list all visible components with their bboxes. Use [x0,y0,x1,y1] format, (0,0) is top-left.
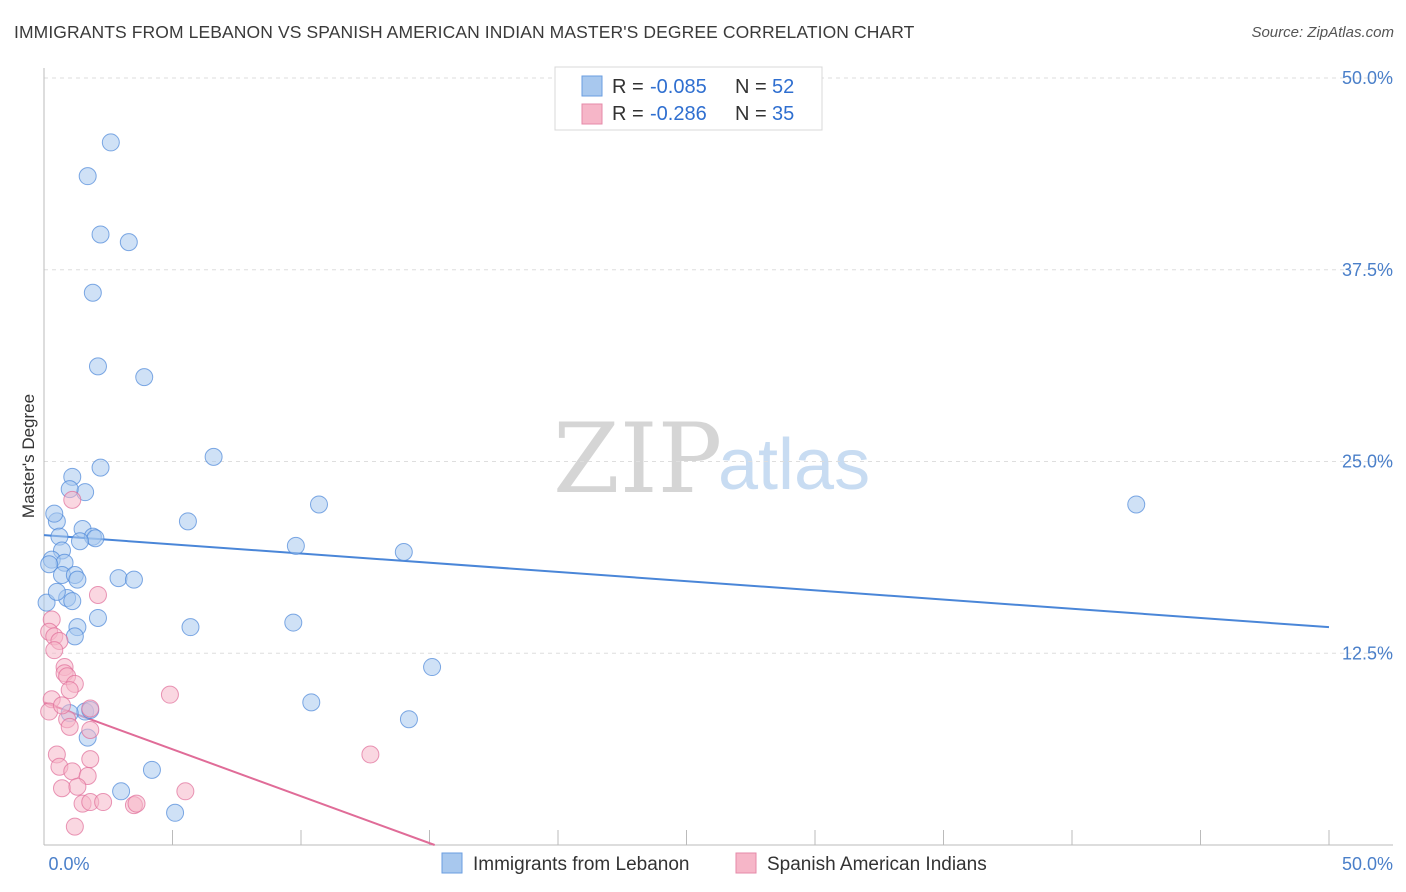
point-lebanon [86,529,105,548]
data-points [37,133,1146,836]
y-tick-label: 25.0% [1342,452,1393,472]
legend-n-value-1: 52 [772,76,794,98]
y-tick-label: 37.5% [1342,260,1393,280]
point-spanish-american-indians [45,641,64,660]
tick-labels: 12.5% 25.0% 37.5% 50.0% 0.0% 50.0% [48,68,1393,874]
point-lebanon [65,627,84,646]
point-spanish-american-indians [81,750,100,769]
point-lebanon [91,458,110,477]
series-legend-label-lebanon: Immigrants from Lebanon [473,854,690,875]
point-lebanon [178,512,197,531]
point-lebanon [423,658,442,677]
point-lebanon [142,760,161,779]
watermark-atlas: atlas [718,425,870,505]
point-spanish-american-indians [361,745,380,764]
legend-r-value-1: -0.085 [650,76,707,98]
gridlines [44,77,1393,654]
point-lebanon [166,803,185,822]
point-lebanon [302,693,321,712]
point-lebanon [78,167,97,186]
point-spanish-american-indians [63,762,82,781]
legend-n-label-2: N = [735,103,767,125]
point-lebanon [181,618,200,637]
point-lebanon [284,613,303,632]
point-spanish-american-indians [68,777,87,796]
point-spanish-american-indians [160,685,179,704]
point-lebanon [88,608,107,627]
point-spanish-american-indians [60,717,79,736]
trend-line-lebanon [43,534,1330,629]
point-spanish-american-indians [65,817,84,836]
watermark-zip: ZIP [553,403,722,515]
point-lebanon [40,555,59,574]
point-lebanon [1127,495,1146,514]
point-lebanon [204,447,223,466]
y-tick-label: 50.0% [1342,68,1393,88]
point-lebanon [109,569,128,588]
point-lebanon [124,570,143,589]
point-lebanon [112,782,131,801]
trend-line-spanish-american-indians [43,701,435,846]
point-lebanon [399,710,418,729]
point-lebanon [286,536,305,555]
source-attribution: Source: ZipAtlas.com [1251,24,1394,41]
point-spanish-american-indians [52,696,71,715]
point-spanish-american-indians [52,779,71,798]
legend-r-label-1: R = [612,76,644,98]
point-lebanon [63,592,82,611]
correlation-legend: R = -0.085 N = 52 R = -0.286 N = 35 [554,66,823,131]
point-lebanon [45,504,64,523]
point-spanish-american-indians [63,490,82,509]
point-lebanon [135,368,154,387]
series-legend-swatch-spanish-american-indians [735,852,757,874]
x-tick-label: 50.0% [1342,854,1393,874]
point-lebanon [88,357,107,376]
point-lebanon [119,233,138,252]
point-spanish-american-indians [127,794,146,813]
point-lebanon [68,570,87,589]
point-lebanon [101,133,120,152]
point-spanish-american-indians [81,699,100,718]
point-lebanon [83,283,102,302]
y-axis-label: Master's Degree [19,394,38,518]
point-spanish-american-indians [94,793,113,812]
chart-title: IMMIGRANTS FROM LEBANON VS SPANISH AMERI… [14,22,915,42]
series-legend: Immigrants from Lebanon Spanish American… [441,852,987,875]
x-tick-label: 0.0% [48,854,89,874]
point-spanish-american-indians [60,681,79,700]
point-spanish-american-indians [81,720,100,739]
legend-swatch-spanish-american-indians [581,103,603,125]
legend-n-value-2: 35 [772,103,794,125]
legend-n-label-1: N = [735,76,767,98]
point-lebanon [47,582,66,601]
legend-r-label-2: R = [612,103,644,125]
y-tick-label: 12.5% [1342,643,1393,663]
point-spanish-american-indians [176,782,195,801]
series-legend-label-spanish-american-indians: Spanish American Indians [767,854,987,875]
series-legend-swatch-lebanon [441,852,463,874]
point-lebanon [394,543,413,562]
trend-lines [43,534,1330,846]
legend-swatch-lebanon [581,75,603,97]
point-lebanon [91,225,110,244]
point-lebanon [309,495,328,514]
legend-r-value-2: -0.286 [650,103,707,125]
point-spanish-american-indians [88,585,107,604]
point-lebanon [70,532,89,551]
